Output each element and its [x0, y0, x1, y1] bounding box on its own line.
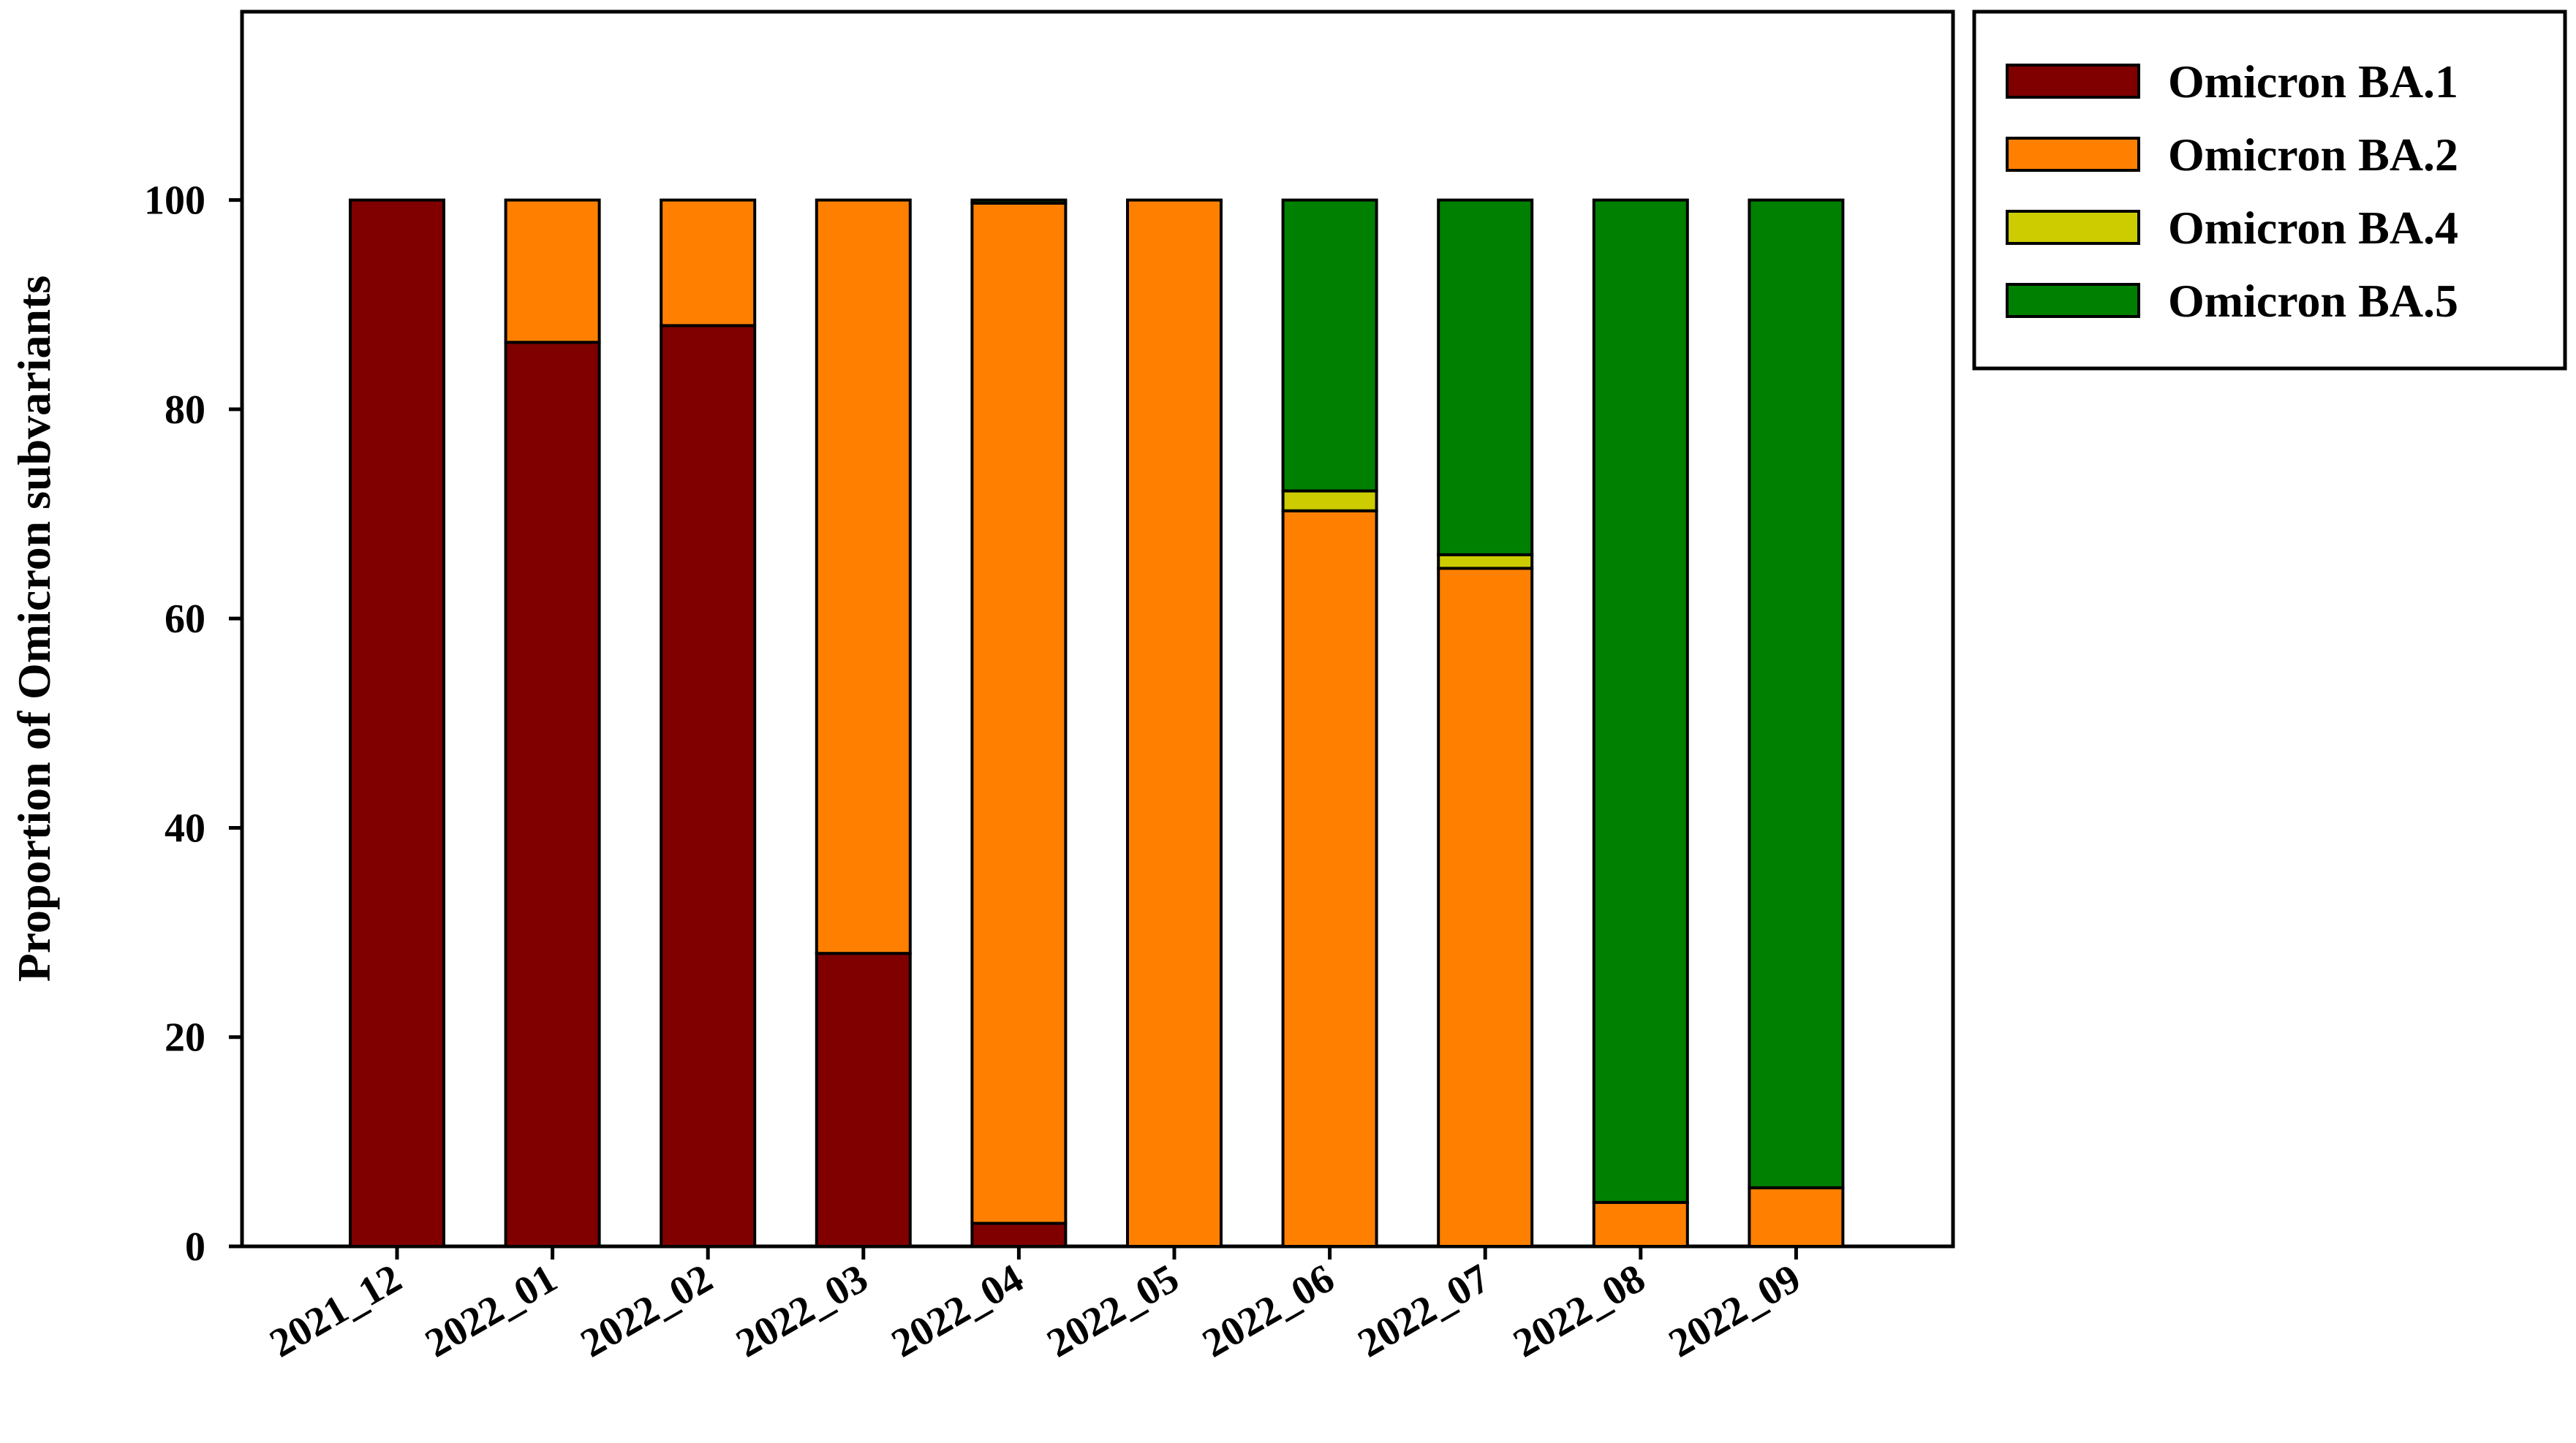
bar-2022_07-omicron-ba-5 [1437, 198, 1534, 556]
x-tick-label: 2022_02 [573, 1256, 720, 1367]
legend-swatch [2006, 137, 2140, 172]
bar-2022_03-omicron-ba-2 [815, 198, 912, 955]
bars-group [349, 198, 1845, 1249]
x-axis: 2021_12 2022_01 2022_02 2022_03 2022_04 2022_… [262, 1246, 1808, 1366]
y-tick-label: 60 [165, 596, 205, 642]
legend-swatch [2006, 64, 2140, 99]
x-tick-label: 2022_03 [729, 1256, 876, 1367]
y-tick-label: 100 [144, 178, 205, 224]
legend-label: Omicron BA.5 [2168, 275, 2458, 327]
bar-2022_04-omicron-ba-2 [970, 201, 1068, 1225]
bar-2022_08-omicron-ba-5 [1592, 198, 1689, 1204]
x-tick-label: 2022_07 [1351, 1256, 1497, 1367]
bar-2022_01-omicron-ba-2 [504, 198, 601, 344]
bar-2022_01-omicron-ba-1 [504, 341, 601, 1248]
plot-area [240, 10, 1955, 1249]
bar-2022_06-omicron-ba-5 [1281, 198, 1378, 493]
legend-label: Omicron BA.1 [2168, 56, 2458, 107]
x-tick-label: 2022_06 [1195, 1256, 1342, 1367]
bar-2022_04-omicron-ba-5 [970, 198, 1068, 205]
y-tick-label: 0 [185, 1224, 205, 1270]
bar-2022_03-omicron-ba-1 [815, 952, 912, 1248]
y-tick-label: 80 [165, 387, 205, 433]
bar-2022_06-omicron-ba-2 [1281, 509, 1378, 1248]
bar-2022_02-omicron-ba-2 [660, 198, 757, 327]
bar-2022_05-omicron-ba-2 [1126, 198, 1223, 1249]
bar-2022_08-omicron-ba-2 [1592, 1200, 1689, 1249]
y-axis-label: Proportion of Omicron subvariants [8, 276, 60, 982]
bar-2022_02-omicron-ba-1 [660, 324, 757, 1249]
x-tick-label: 2022_04 [884, 1256, 1031, 1367]
legend-swatch [2006, 283, 2140, 318]
x-tick-label: 2022_01 [418, 1256, 564, 1367]
bar-2022_09-omicron-ba-5 [1748, 198, 1845, 1189]
x-tick-label: 2022_05 [1040, 1256, 1187, 1367]
bar-2022_04-omicron-ba-1 [970, 1222, 1068, 1248]
legend-swatch [2006, 210, 2140, 245]
legend-label: Omicron BA.4 [2168, 202, 2458, 254]
x-tick-label: 2021_12 [262, 1256, 409, 1367]
y-axis: 0 20 40 60 80 100 [144, 178, 242, 1270]
bar-2022_07-omicron-ba-2 [1437, 567, 1534, 1248]
legend-label: Omicron BA.2 [2168, 129, 2458, 181]
x-tick-label: 2022_09 [1661, 1256, 1808, 1367]
bar-2022_09-omicron-ba-2 [1748, 1186, 1845, 1249]
bar-2022_06-omicron-ba-4 [1281, 489, 1378, 512]
x-tick-label: 2022_08 [1506, 1256, 1653, 1367]
y-tick-label: 20 [165, 1015, 205, 1061]
bar-2021_12-omicron-ba-1 [349, 198, 445, 1249]
legend: Omicron BA.1 Omicron BA.2 Omicron BA.4 Omic… [1972, 10, 2567, 371]
y-tick-label: 40 [165, 806, 205, 851]
bar-2022_07-omicron-ba-4 [1437, 553, 1534, 570]
